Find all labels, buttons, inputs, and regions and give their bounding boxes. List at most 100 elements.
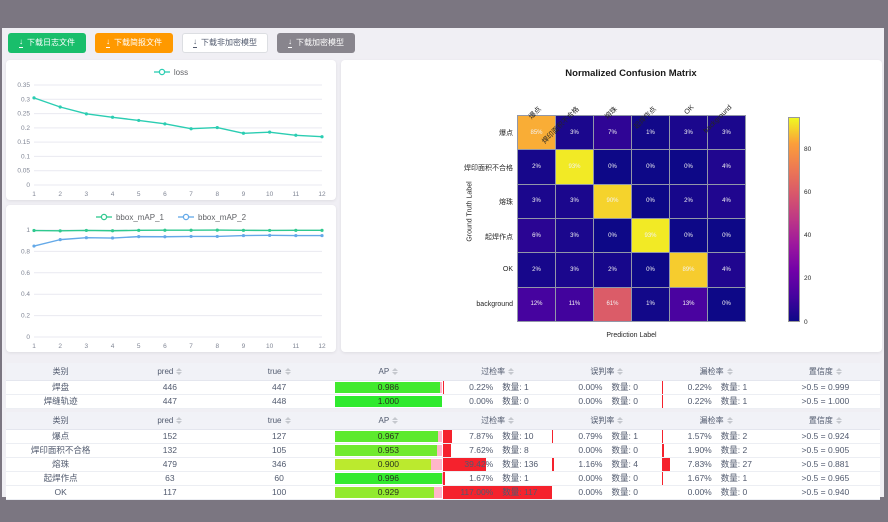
column-header-label: 类别 [52, 367, 69, 376]
matrix-cell: 3% [556, 253, 593, 287]
category-cell: 熔珠 [52, 459, 70, 469]
download-button-2[interactable]: ↓ 下载非加密模型 [182, 33, 268, 53]
confidence-cell: >0.5 = 0.999 [801, 382, 850, 392]
rate-bar [661, 458, 671, 471]
legend-item[interactable]: bbox_mAP_2 [178, 213, 246, 222]
column-header[interactable]: 误判率 [552, 412, 661, 429]
svg-text:0: 0 [26, 182, 30, 189]
loss-chart-card: loss 0 0.05 0.1 0.15 0.2 0.25 0.3 0.35 1 2 3 4 5 6 7 8 9… [6, 60, 336, 200]
column-header[interactable]: 置信度 [771, 363, 880, 380]
rate-count: 数量: 1 [720, 382, 748, 392]
matrix-row-label: background [476, 300, 513, 308]
svg-text:0: 0 [26, 334, 30, 341]
column-header[interactable]: 误判率 [552, 363, 661, 380]
sort-icon[interactable] [726, 417, 733, 424]
true-cell: 105 [272, 445, 287, 455]
legend-item[interactable]: bbox_mAP_1 [95, 213, 164, 222]
sort-icon[interactable] [284, 368, 291, 375]
matrix-cell: 13% [670, 287, 707, 321]
table-row[interactable]: 焊缝轨迹 447 448 1.000 0.00% 数量: 0 0.00% 数量: 0 0.22%… [6, 395, 880, 409]
legend-item[interactable]: loss [153, 67, 189, 77]
legend-label: loss [173, 67, 189, 77]
download-button-1[interactable]: ↓ 下载简报文件 [95, 33, 173, 53]
column-header[interactable]: 漏检率 [662, 363, 771, 380]
column-header-label: 误判率 [590, 416, 615, 425]
column-header[interactable]: 过检率 [443, 363, 552, 380]
download-button-3[interactable]: ↓ 下载加密模型 [277, 33, 355, 53]
table-row[interactable]: 起焊作点 63 60 0.996 1.67% 数量: 1 0.00% 数量: 0 1.67% 数量… [6, 472, 880, 486]
column-header[interactable]: true [225, 412, 334, 429]
rate-percent: 0.00% [578, 445, 603, 455]
confusion-matrix-plot: Ground Truth Label Prediction Label 85% 3… [341, 60, 882, 352]
ap-value: 0.996 [377, 473, 400, 483]
confusion-matrix-title: Normalized Confusion Matrix [565, 68, 697, 79]
rate-percent: 0.00% [578, 382, 603, 392]
rate-percent: 117.00% [460, 487, 494, 497]
matrix-cell: 2% [518, 150, 555, 184]
rate-cell: 7.62% 数量: 8 [443, 444, 552, 457]
ap-cell: 0.986 [334, 381, 443, 394]
matrix-cell: 12% [518, 287, 555, 321]
column-header[interactable]: true [225, 363, 334, 380]
confidence-cell: >0.5 = 0.881 [801, 459, 850, 469]
download-button-label: 下载简报文件 [114, 38, 162, 47]
rate-cell: 0.22% 数量: 1 [661, 381, 771, 394]
confidence-cell: >0.5 = 0.965 [801, 473, 850, 483]
rate-count: 数量: 1 [720, 473, 748, 483]
ap-remainder-bar [431, 459, 442, 470]
column-header[interactable]: 过检率 [443, 412, 552, 429]
matrix-cell: 6% [518, 218, 555, 253]
table-row[interactable]: 焊盘 446 447 0.986 0.22% 数量: 1 0.00% 数量: 0 0.22% 数量… [6, 381, 880, 395]
rate-count: 数量: 10 [502, 431, 534, 441]
matrix-cell: 11% [556, 287, 593, 321]
rate-count: 数量: 1 [611, 431, 638, 441]
download-icon: ↓ [193, 37, 197, 48]
sort-icon[interactable] [392, 417, 399, 424]
sort-icon[interactable] [835, 417, 842, 424]
table-row[interactable]: 爆点 152 127 0.967 7.87% 数量: 10 0.79% 数量: 1 1.57% 数… [6, 430, 880, 444]
sort-icon[interactable] [284, 417, 291, 424]
table-row[interactable]: 焊印面积不合格 132 105 0.953 7.62% 数量: 8 0.00% 数量: 0 1.… [6, 444, 880, 458]
svg-text:0.2: 0.2 [21, 313, 30, 320]
rate-percent: 1.16% [578, 459, 603, 469]
ap-cell: 0.967 [334, 430, 443, 443]
rate-bar [661, 472, 664, 485]
column-header[interactable]: AP [334, 363, 443, 380]
rate-percent: 0.22% [687, 382, 712, 392]
column-header[interactable]: pred [115, 412, 224, 429]
pred-cell: 63 [165, 473, 175, 483]
ap-value: 0.900 [377, 459, 400, 469]
sort-icon[interactable] [392, 368, 399, 375]
matrix-cell: 4% [708, 150, 745, 184]
matrix-cell: 0% [594, 218, 631, 253]
true-cell: 346 [272, 459, 287, 469]
sort-icon[interactable] [835, 368, 842, 375]
confidence-cell: >0.5 = 1.000 [801, 396, 850, 406]
rate-count: 数量: 1 [502, 473, 529, 483]
rate-percent: 0.00% [578, 487, 603, 497]
sort-icon[interactable] [176, 368, 183, 375]
sort-icon[interactable] [617, 417, 624, 424]
rate-cell: 0.00% 数量: 0 [552, 444, 661, 457]
matrix-cell: 3% [556, 116, 593, 150]
sort-icon[interactable] [508, 417, 515, 424]
download-button-label: 下载加密模型 [296, 38, 344, 47]
sort-icon[interactable] [617, 368, 624, 375]
column-header[interactable]: pred [115, 363, 224, 380]
column-header[interactable]: 漏检率 [662, 412, 771, 429]
sort-icon[interactable] [726, 368, 733, 375]
table-row[interactable]: 熔珠 479 346 0.900 39.42% 数量: 136 1.16% 数量: 4 7.83… [6, 458, 880, 472]
sort-icon[interactable] [508, 368, 515, 375]
column-header[interactable]: 置信度 [771, 412, 880, 429]
svg-text:9: 9 [242, 343, 246, 350]
rate-percent: 0.79% [578, 431, 603, 441]
sort-icon[interactable] [176, 417, 183, 424]
table-row[interactable]: OK 117 100 0.929 117.00% 数量: 117 0.00% 数量: 0 0.0… [6, 486, 880, 500]
ap-remainder-bar [440, 382, 442, 393]
pred-cell: 447 [162, 396, 177, 406]
matrix-cell: 2% [518, 253, 555, 287]
column-header[interactable]: AP [334, 412, 443, 429]
svg-text:0.15: 0.15 [17, 139, 30, 146]
download-button-0[interactable]: ↓ 下载日志文件 [8, 33, 86, 53]
rate-cell: 0.00% 数量: 0 [552, 381, 661, 394]
